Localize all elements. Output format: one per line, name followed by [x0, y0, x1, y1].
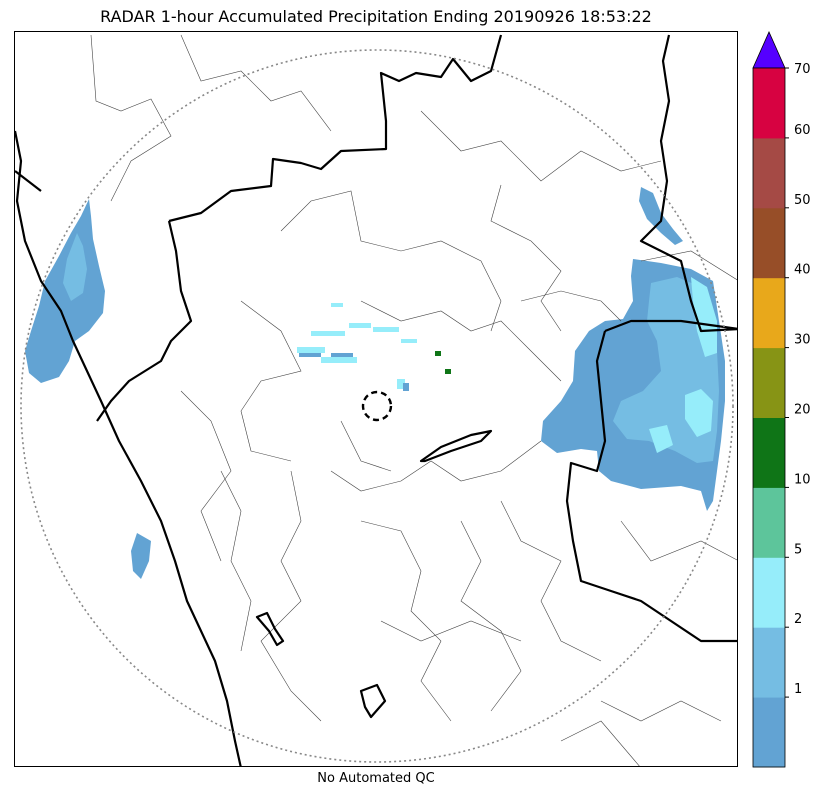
colorbar-label: 30	[794, 333, 811, 348]
colorbar-label: 20	[794, 403, 811, 418]
colorbar-segment	[753, 697, 785, 768]
colorbar-extend-arrow	[752, 31, 786, 69]
range-ring	[20, 49, 734, 763]
colorbar-label: 60	[794, 123, 811, 138]
qc-note: No Automated QC	[317, 771, 435, 786]
island-south-2	[359, 683, 387, 719]
colorbar-label: 50	[794, 193, 811, 208]
island-south-1	[255, 611, 285, 647]
coastline-west	[15, 130, 242, 766]
colorbar-frame	[752, 67, 786, 768]
precip-central-scatter	[297, 303, 417, 389]
radar-site-marker	[361, 390, 393, 422]
precip-central-light	[299, 353, 409, 391]
state-border-east-3	[565, 330, 737, 643]
colorbar-label: 70	[794, 62, 811, 77]
precip-east-heavy-1	[691, 277, 717, 357]
state-border-southwest	[15, 170, 42, 192]
precip-central-strong	[435, 351, 451, 374]
precip-west-inner	[63, 233, 87, 301]
precip-east-heavy-3	[649, 425, 673, 453]
state-border-north	[96, 220, 193, 422]
colorbar-segment	[753, 627, 785, 698]
colorbar-label: 2	[794, 612, 802, 627]
colorbar: 1 2 5 10 20 30 40 50 60 70	[748, 28, 825, 773]
colorbar-segment	[753, 557, 785, 628]
colorbar-segment	[753, 68, 785, 139]
state-border-east-2	[604, 319, 737, 333]
map-canvas	[15, 34, 737, 766]
colorbar-canvas: 1 2 5 10 20 30 40 50 60 70	[752, 31, 811, 768]
colorbar-segment	[753, 137, 785, 209]
state-borders	[15, 34, 737, 766]
colorbar-segment	[753, 277, 785, 349]
colorbar-label: 1	[794, 682, 802, 697]
state-border-inner	[419, 429, 493, 463]
colorbar-segment	[753, 347, 785, 418]
state-border-east	[639, 34, 737, 333]
precip-layer	[25, 187, 725, 579]
radar-map[interactable]	[14, 31, 738, 767]
precip-southwest-blob	[131, 533, 151, 579]
colorbar-label: 40	[794, 263, 811, 278]
colorbar-segment	[753, 207, 785, 279]
map-title: RADAR 1-hour Accumulated Precipitation E…	[100, 7, 652, 26]
district-borders	[90, 34, 737, 766]
state-border-north-2	[168, 34, 503, 223]
colorbar-label: 10	[794, 472, 811, 487]
precip-east-heavy-2	[685, 389, 713, 437]
precip-west-coast	[25, 199, 105, 383]
colorbar-segment	[753, 487, 785, 558]
colorbar-segment	[753, 417, 785, 488]
colorbar-label: 5	[794, 542, 802, 557]
